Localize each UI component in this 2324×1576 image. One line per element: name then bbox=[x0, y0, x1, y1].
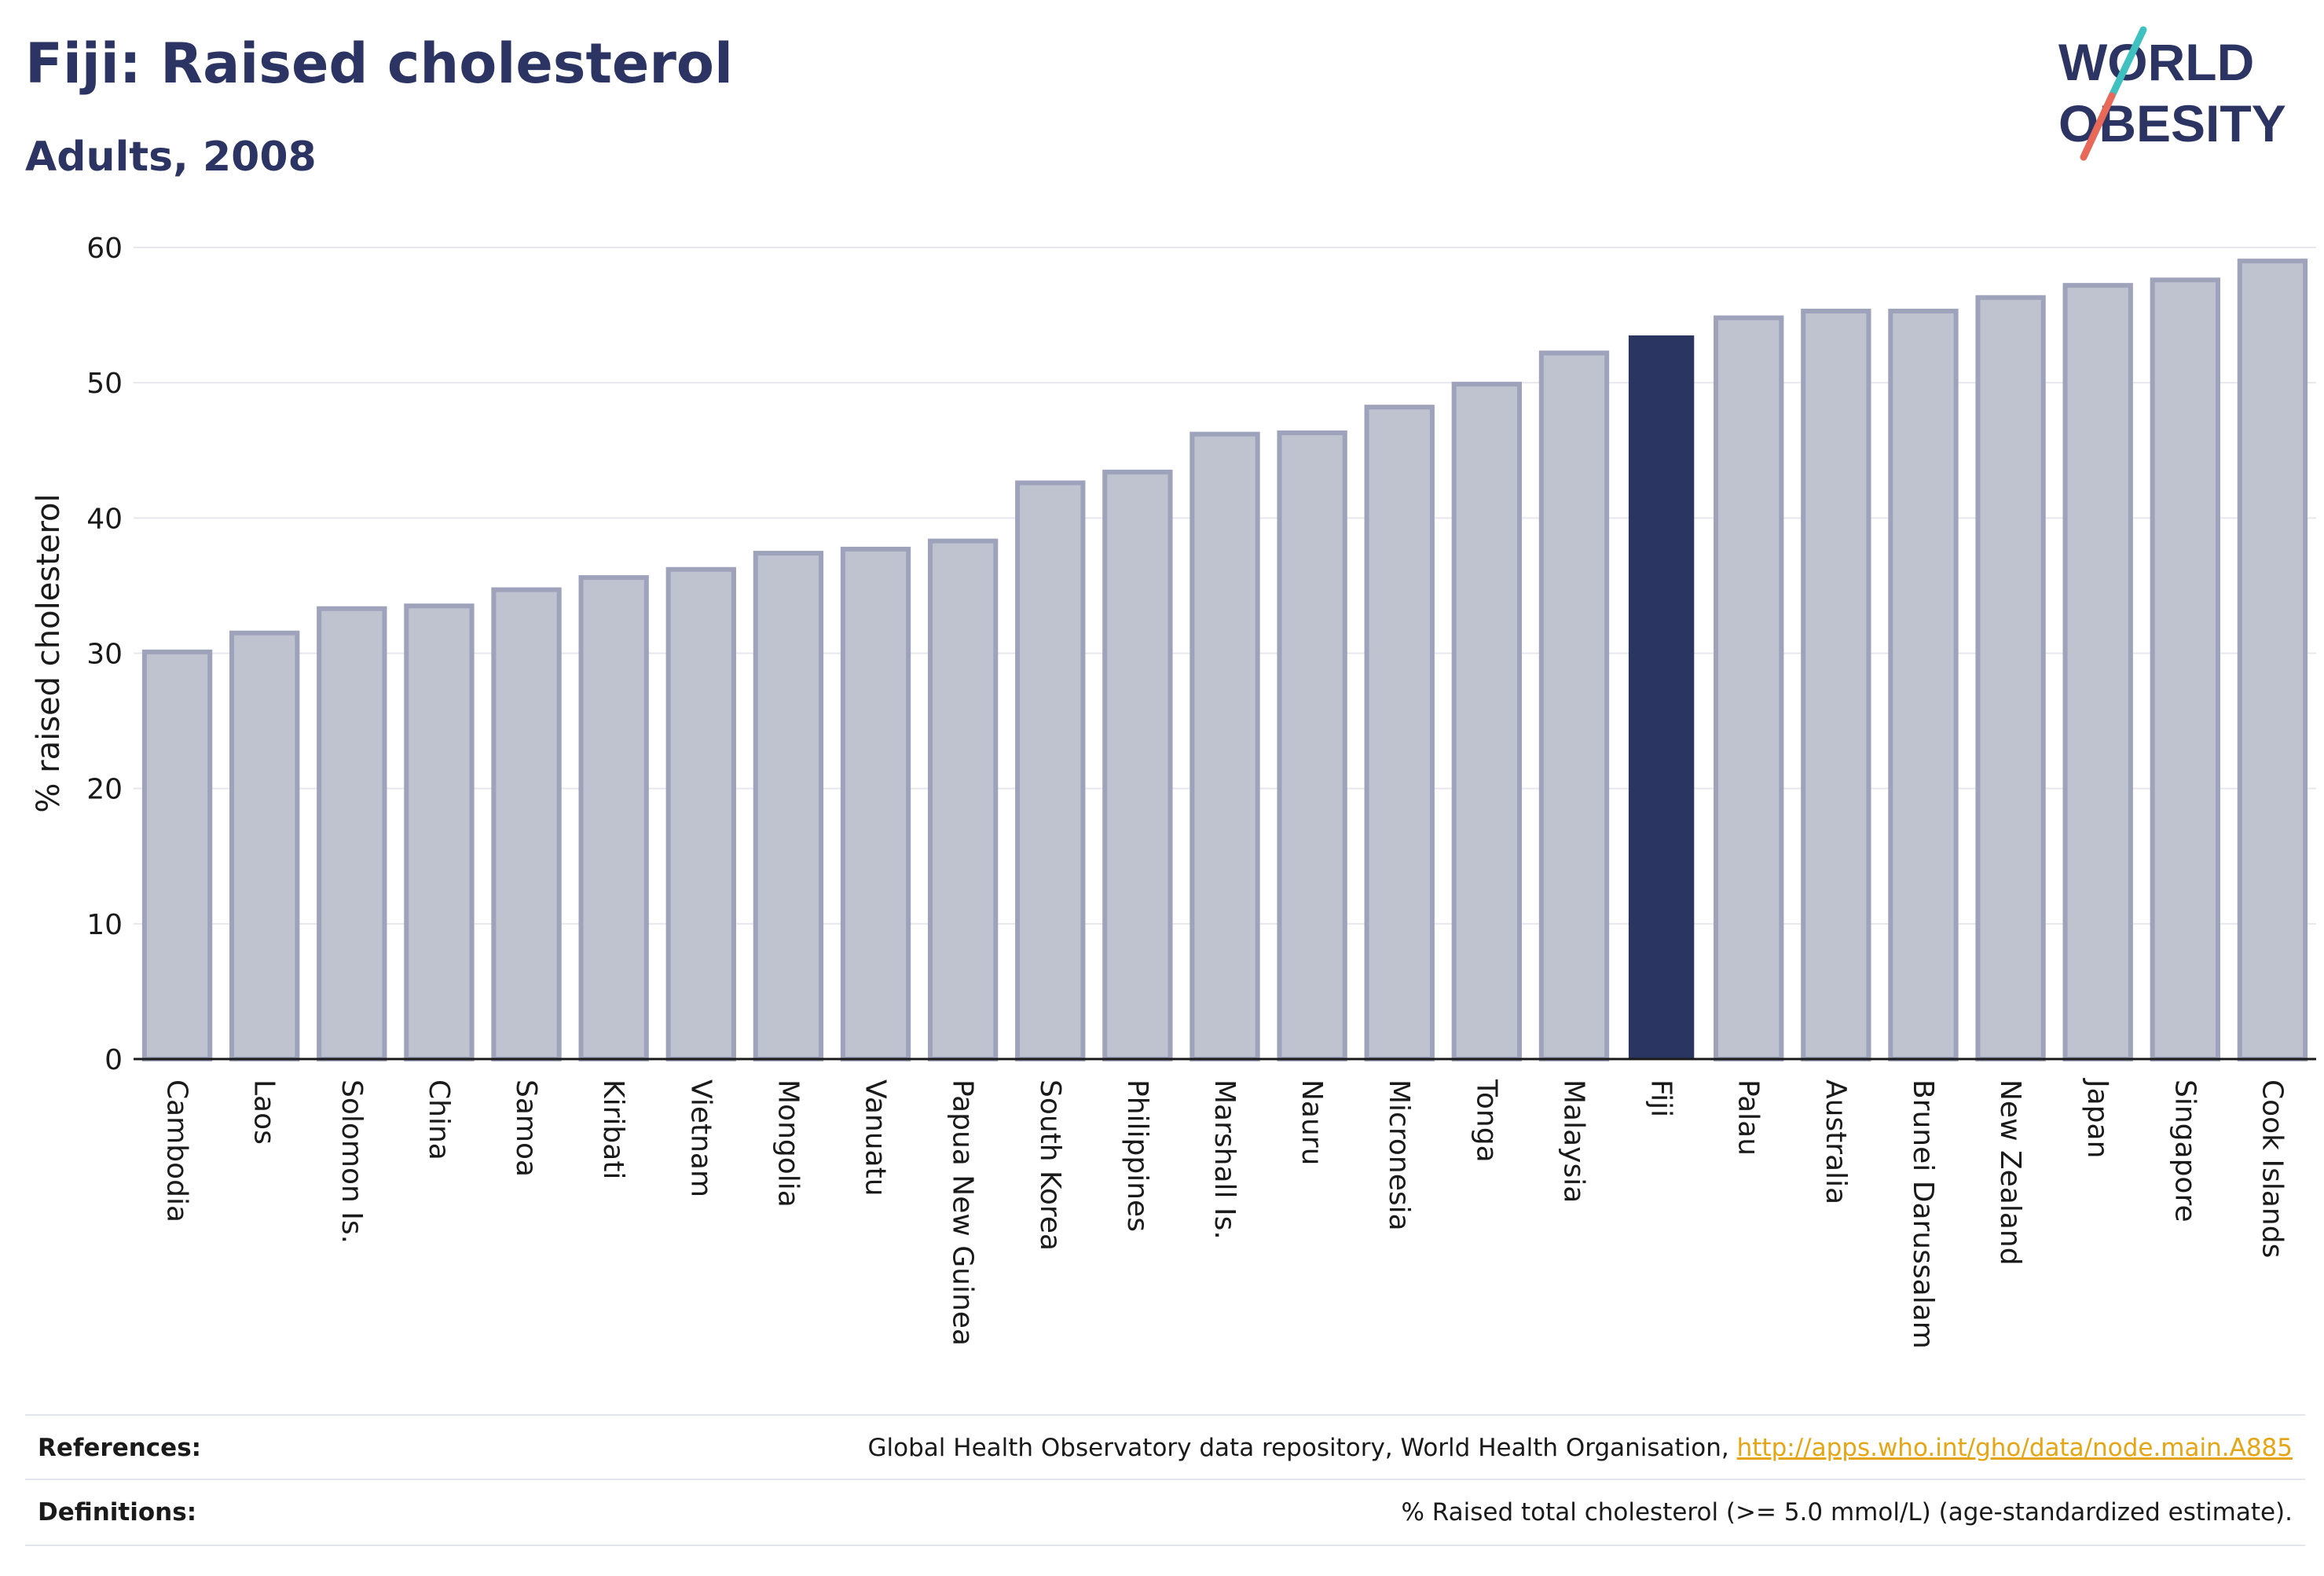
definitions-label: Definitions: bbox=[38, 1498, 197, 1527]
bar-singapore bbox=[2150, 277, 2220, 1061]
x-tick-label: Australia bbox=[1820, 1079, 1852, 1204]
chart-subtitle: Adults, 2008 bbox=[25, 134, 317, 181]
references-link[interactable]: http://apps.who.int/gho/data/node.main.A… bbox=[1736, 1434, 2293, 1462]
bar-laos bbox=[229, 630, 300, 1061]
bar-brunei-darussalam bbox=[1888, 308, 1959, 1061]
bar-japan bbox=[2062, 283, 2133, 1061]
bar-vietnam bbox=[665, 566, 736, 1061]
logo-text-line1: WORLD bbox=[2058, 33, 2254, 91]
x-tick-label: Nauru bbox=[1296, 1079, 1328, 1165]
x-tick-label: Palau bbox=[1732, 1079, 1765, 1156]
bar-micronesia bbox=[1364, 405, 1435, 1061]
references-text: Global Health Observatory data repositor… bbox=[867, 1434, 1737, 1462]
x-tick-label: Tonga bbox=[1470, 1079, 1502, 1163]
y-tick-label: 20 bbox=[86, 774, 123, 806]
x-tick-label: Marshall Is. bbox=[1208, 1079, 1241, 1240]
bar-vanuatu bbox=[840, 546, 911, 1061]
x-tick-label: New Zealand bbox=[1994, 1079, 2026, 1266]
y-tick-label: 50 bbox=[86, 368, 123, 400]
y-tick-label: 0 bbox=[104, 1044, 123, 1076]
bar-marshall-is bbox=[1189, 431, 1260, 1061]
bar-tonga bbox=[1451, 381, 1523, 1062]
chart-title: Fiji: Raised cholesterol bbox=[25, 31, 734, 96]
bar-australia bbox=[1801, 308, 1871, 1061]
y-tick-label: 60 bbox=[86, 233, 123, 265]
bar-south-korea bbox=[1015, 480, 1086, 1061]
x-tick-label: Vanuatu bbox=[860, 1079, 892, 1197]
bar-new-zealand bbox=[1975, 295, 2046, 1061]
bar-cook-islands bbox=[2237, 258, 2308, 1061]
definitions-row: Definitions: % Raised total cholesterol … bbox=[25, 1479, 2305, 1546]
bar-malaysia bbox=[1538, 350, 1610, 1062]
bars bbox=[141, 258, 2308, 1062]
x-tick-label: Mongolia bbox=[772, 1079, 804, 1208]
bar-fiji bbox=[1628, 335, 1695, 1059]
x-tick-label: Philippines bbox=[1121, 1079, 1153, 1232]
x-tick-label: Cambodia bbox=[161, 1079, 193, 1222]
references-row: References: Global Health Observatory da… bbox=[25, 1414, 2305, 1480]
axes: 0 10 20 30 40 50 60 Cambodia Laos Solomon Is. Chin… bbox=[86, 233, 2316, 1349]
x-tick-label: Fiji bbox=[1645, 1079, 1677, 1117]
x-tick-label: Cook Islands bbox=[2256, 1079, 2288, 1258]
logo-slash-teal bbox=[2108, 26, 2147, 100]
bar-papua-new-guinea bbox=[927, 538, 999, 1061]
definitions-value: % Raised total cholesterol (>= 5.0 mmol/… bbox=[1401, 1498, 2293, 1527]
y-tick-label: 10 bbox=[86, 909, 123, 941]
bar-nauru bbox=[1277, 430, 1347, 1061]
x-tick-label: Papua New Guinea bbox=[947, 1079, 979, 1346]
bar-palau bbox=[1714, 315, 1784, 1061]
references-value: Global Health Observatory data repositor… bbox=[868, 1434, 2305, 1462]
bar-mongolia bbox=[753, 551, 824, 1061]
bar-kiribati bbox=[578, 575, 649, 1061]
x-tick-label: Laos bbox=[248, 1079, 280, 1145]
x-tick-label: China bbox=[423, 1079, 455, 1160]
bar-chart: 0 10 20 30 40 50 60 Cambodia Laos Solomon Is. Chin… bbox=[31, 233, 2316, 1349]
logo-slash-coral bbox=[2080, 92, 2116, 161]
y-tick-label: 40 bbox=[86, 503, 123, 535]
x-tick-label: Singapore bbox=[2168, 1079, 2201, 1222]
x-tick-label: Samoa bbox=[510, 1079, 542, 1177]
x-tick-label: Kiribati bbox=[597, 1079, 629, 1179]
world-obesity-logo: WORLD OBESITY bbox=[2058, 26, 2286, 161]
x-tick-label: Brunei Darussalam bbox=[1907, 1079, 1939, 1349]
x-tick-label: Vietnam bbox=[684, 1079, 717, 1197]
x-tick-label: Solomon Is. bbox=[335, 1079, 368, 1244]
bar-china bbox=[404, 603, 475, 1061]
y-axis-label: % raised cholesterol bbox=[31, 493, 67, 812]
bar-samoa bbox=[491, 587, 562, 1061]
x-tick-label: Malaysia bbox=[1557, 1079, 1589, 1203]
references-label: References: bbox=[38, 1434, 202, 1462]
bar-cambodia bbox=[141, 649, 213, 1061]
bar-solomon-is bbox=[317, 606, 387, 1061]
bar-philippines bbox=[1102, 469, 1173, 1061]
y-tick-label: 30 bbox=[86, 639, 123, 671]
x-tick-label: Micronesia bbox=[1383, 1079, 1415, 1231]
x-tick-label: Japan bbox=[2081, 1078, 2113, 1158]
x-tick-label: South Korea bbox=[1034, 1079, 1066, 1251]
